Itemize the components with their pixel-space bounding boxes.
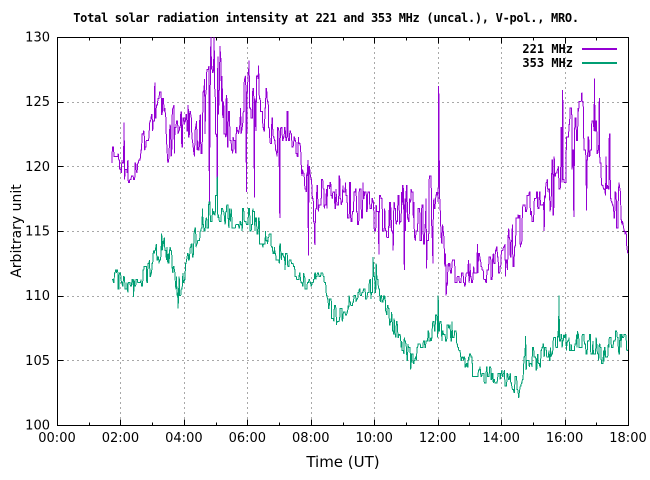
series-line-353mhz bbox=[111, 176, 628, 398]
x-tick-label: 02:00 bbox=[102, 431, 139, 446]
x-tick-label: 14:00 bbox=[482, 431, 519, 446]
x-tick-label: 16:00 bbox=[546, 431, 583, 446]
legend-label-221mhz: 221 MHz bbox=[522, 42, 573, 56]
legend-line-sample-353mhz-icon bbox=[582, 62, 617, 64]
x-tick-label: 04:00 bbox=[165, 431, 202, 446]
y-tick-label: 120 bbox=[25, 160, 50, 175]
plot-border bbox=[57, 37, 629, 426]
x-tick-label: 18:00 bbox=[609, 431, 646, 446]
series-line-221mhz bbox=[111, 36, 629, 296]
legend-entry-353mhz: 353 MHz bbox=[505, 56, 617, 70]
x-tick-label: 08:00 bbox=[292, 431, 329, 446]
y-tick-label: 100 bbox=[25, 419, 50, 434]
y-tick-label: 105 bbox=[25, 354, 50, 369]
x-tick-label: 06:00 bbox=[229, 431, 266, 446]
legend-line-sample-221mhz-icon bbox=[582, 48, 617, 50]
legend-label-353mhz: 353 MHz bbox=[522, 56, 573, 70]
legend-entry-221mhz: 221 MHz bbox=[505, 42, 617, 56]
x-tick-label: 12:00 bbox=[419, 431, 456, 446]
legend: 221 MHz 353 MHz bbox=[505, 42, 617, 70]
y-tick-label: 115 bbox=[25, 225, 50, 240]
y-tick-label: 125 bbox=[25, 95, 50, 110]
y-tick-label: 110 bbox=[25, 289, 50, 304]
y-tick-label: 130 bbox=[25, 31, 50, 46]
x-tick-label: 10:00 bbox=[355, 431, 392, 446]
x-tick-label: 00:00 bbox=[38, 431, 75, 446]
x-axis-label: Time (UT) bbox=[306, 453, 380, 471]
chart-title: Total solar radiation intensity at 221 a… bbox=[73, 11, 579, 25]
y-axis-label: Arbitrary unit bbox=[9, 184, 25, 278]
